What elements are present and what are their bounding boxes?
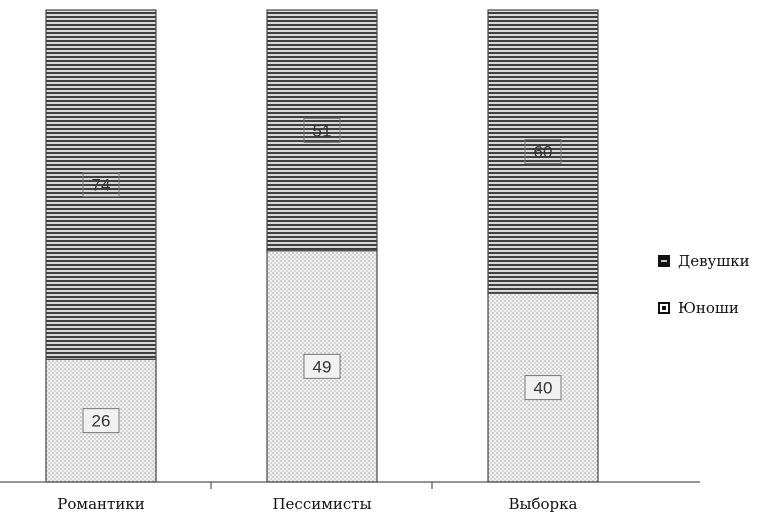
value-label: 26 (92, 412, 111, 431)
x-tick-label: Романтики (57, 495, 144, 513)
value-label: 49 (313, 357, 332, 376)
value-label-box (524, 375, 562, 401)
value-label: 74 (92, 176, 111, 195)
legend-swatch-mark (662, 306, 666, 310)
legend: Девушки Юноши (658, 252, 750, 317)
value-label: 51 (313, 121, 332, 140)
value-labels-group: 26 74 49 51 40 60 (82, 117, 562, 434)
x-tick-label: Пессимисты (272, 495, 371, 513)
value-label: 40 (534, 379, 553, 398)
bars-group (45, 9, 599, 483)
legend-label-girls: Девушки (678, 252, 750, 270)
value-label: 60 (534, 143, 553, 162)
value-label-box (82, 408, 120, 434)
value-label-box (303, 117, 341, 143)
value-label-box (82, 172, 120, 198)
x-tick-label: Выборка (509, 495, 578, 513)
value-label-box (303, 353, 341, 379)
x-axis: Романтики Пессимисты Выборка (0, 481, 700, 513)
value-label-box (524, 139, 562, 165)
legend-label-boys: Юноши (678, 299, 739, 317)
